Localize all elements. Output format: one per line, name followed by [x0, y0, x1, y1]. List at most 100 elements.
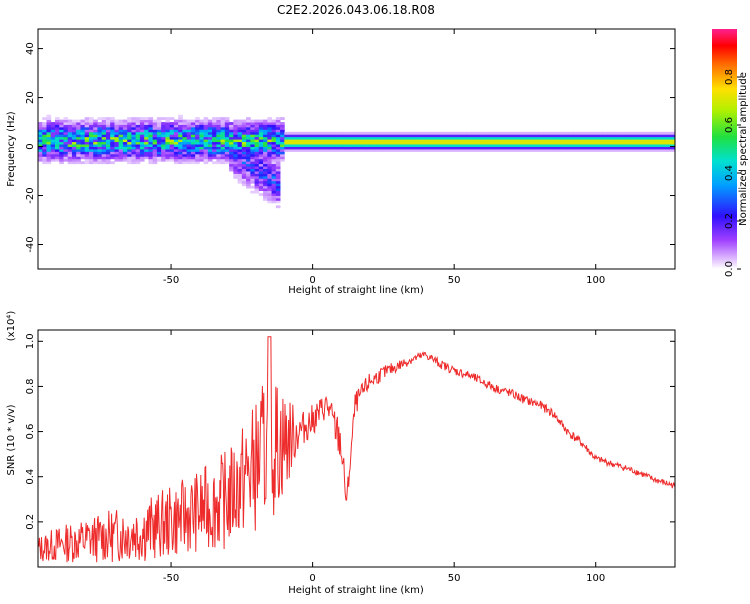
heatmap-cell — [263, 188, 268, 192]
heatmap-cell — [67, 146, 73, 150]
heatmap-cell — [63, 131, 69, 135]
heatmap-cell — [331, 131, 336, 135]
heatmap-cell — [105, 151, 111, 155]
heatmap-cell — [38, 129, 43, 133]
heatmap-cell — [182, 161, 188, 165]
heatmap-cell — [118, 124, 124, 128]
heatmap-cell — [101, 144, 107, 147]
heatmap-cell — [105, 136, 111, 140]
heatmap-cell — [144, 144, 149, 147]
heatmap-cell — [122, 136, 128, 140]
heatmap-cell — [246, 149, 251, 152]
heatmap-cell — [46, 124, 52, 128]
heatmap-cell — [653, 131, 659, 135]
heatmap-cell — [63, 153, 69, 157]
heatmap-cell — [233, 141, 238, 145]
heatmap-cell — [326, 136, 332, 140]
heatmap-cell — [199, 141, 205, 145]
heatmap-cell — [165, 119, 171, 123]
heatmap-cell — [127, 161, 132, 165]
heatmap-cell — [38, 156, 43, 160]
heatmap-cell — [331, 136, 336, 140]
heatmap-cell — [67, 149, 73, 152]
heatmap-cell — [517, 139, 523, 143]
heatmap-cell — [522, 141, 527, 145]
heatmap-cell — [88, 161, 94, 165]
heatmap-cell — [110, 129, 115, 133]
heatmap-cell — [237, 173, 243, 177]
heatmap-cell — [267, 183, 272, 187]
heatmap-cell — [539, 146, 544, 150]
heatmap-cell — [386, 146, 391, 150]
heatmap-cell — [649, 134, 655, 138]
heatmap-cell — [577, 139, 582, 143]
heatmap-cell — [173, 153, 179, 157]
heatmap-cell — [471, 146, 476, 150]
heatmap-cell — [649, 139, 655, 143]
heatmap-cell — [203, 124, 209, 128]
heatmap-cell — [97, 131, 103, 135]
heatmap-cell — [581, 136, 587, 140]
heatmap-cell — [50, 153, 56, 157]
heatmap-cell — [80, 122, 86, 125]
heatmap-cell — [263, 158, 268, 162]
heatmap-cell — [301, 134, 306, 138]
heatmap-cell — [432, 131, 438, 135]
heatmap-cell — [275, 163, 281, 167]
heatmap-cell — [488, 136, 493, 140]
heatmap-cell — [466, 149, 472, 152]
heatmap-cell — [216, 149, 222, 152]
heatmap-cell — [186, 131, 192, 135]
heatmap-cell — [148, 139, 154, 143]
heatmap-cell — [539, 149, 544, 152]
heatmap-cell — [590, 136, 595, 140]
heatmap-cell — [182, 139, 188, 143]
heatmap-cell — [513, 141, 519, 145]
heatmap-cell — [263, 146, 268, 150]
heatmap-cell — [573, 144, 578, 147]
x-tick-label: 50 — [448, 573, 461, 584]
heatmap-cell — [233, 134, 238, 138]
heatmap-cell — [67, 129, 73, 133]
heatmap-cell — [169, 129, 175, 133]
heatmap-cell — [581, 139, 587, 143]
heatmap-cell — [169, 124, 175, 128]
heatmap-cell — [335, 139, 340, 143]
heatmap-cell — [93, 122, 98, 125]
heatmap-cell — [161, 117, 166, 121]
heatmap-cell — [263, 131, 268, 135]
heatmap-cell — [275, 144, 281, 147]
heatmap-cell — [229, 156, 234, 160]
heatmap-cell — [122, 134, 128, 138]
heatmap-cell — [88, 151, 94, 155]
heatmap-cell — [178, 114, 183, 118]
heatmap-cell — [80, 149, 86, 152]
heatmap-cell — [135, 126, 141, 130]
heatmap-cell — [76, 124, 81, 128]
heatmap-cell — [135, 158, 141, 162]
heatmap-cell — [105, 156, 111, 160]
heatmap-cell — [641, 146, 646, 150]
heatmap-cell — [59, 129, 64, 133]
heatmap-cell — [199, 119, 205, 123]
heatmap-cell — [343, 141, 349, 145]
heatmap-cell — [267, 119, 272, 123]
heatmap-cell — [271, 119, 277, 123]
heatmap-cell — [594, 146, 599, 150]
heatmap-cell — [233, 139, 238, 143]
heatmap-cell — [233, 163, 238, 167]
heatmap-cell — [581, 144, 587, 147]
heatmap-cell — [224, 122, 230, 125]
heatmap-cell — [84, 158, 90, 162]
heatmap-cell — [88, 131, 94, 135]
heatmap-cell — [483, 141, 489, 145]
heatmap-cell — [182, 158, 188, 162]
spectrogram-x-ticks: -50 0 50 100 — [163, 29, 605, 286]
heatmap-cell — [254, 156, 260, 160]
heatmap-cell — [80, 161, 86, 165]
heatmap-cell — [165, 158, 171, 162]
heatmap-cell — [556, 131, 561, 135]
heatmap-cell — [71, 119, 77, 123]
heatmap-cell — [466, 134, 472, 138]
heatmap-cell — [360, 149, 366, 152]
